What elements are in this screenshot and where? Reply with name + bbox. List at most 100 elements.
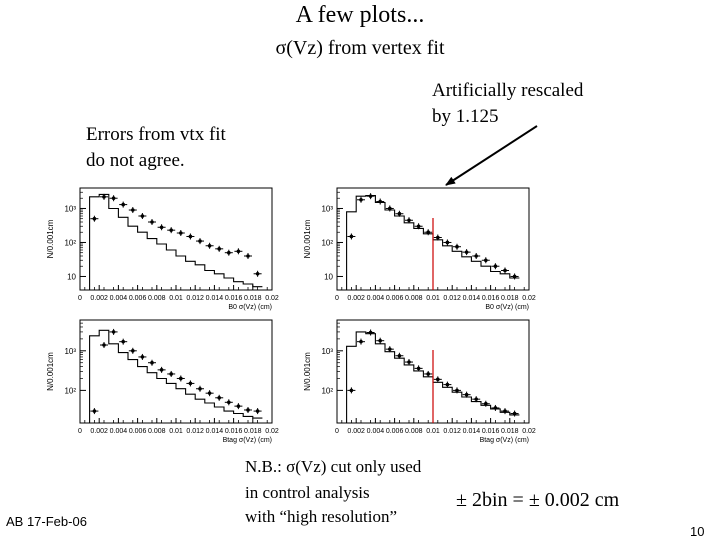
data-point [227,250,231,255]
data-point [503,409,507,413]
data-point [474,397,479,401]
data-point [150,220,154,224]
x-tick-label: 0.018 [501,295,519,302]
data-point [464,250,469,254]
y-tick-label: 10² [64,386,76,395]
data-point [169,228,173,232]
nb-line-1: N.B.: σ(Vz) cut only used [245,457,422,476]
x-tick-label: 0.01 [169,428,183,435]
y-tick-label: 10³ [321,347,333,356]
data-point [121,202,125,207]
data-point [102,343,106,347]
note-left-line-1: Errors from vtx fit [86,124,226,145]
data-point [121,339,125,344]
data-point [217,247,221,251]
data-point [92,216,97,221]
data-point [436,235,440,240]
data-point [131,208,135,212]
data-point [445,240,450,245]
x-tick-label: 0.004 [110,428,128,435]
y-axis-label: N/0.001cm [46,352,55,391]
y-tick-label: 10² [321,238,333,247]
x-tick-label: 0.004 [367,428,385,435]
x-tick-label: 0.016 [225,295,243,302]
data-point [474,254,479,258]
data-point [388,347,392,351]
data-point [92,409,97,413]
nb-block: in control analysis with “high resolutio… [245,481,397,529]
x-tick-label: 0.02 [522,295,536,302]
histogram-line [89,329,263,423]
note-errors-disagree: Errors from vtx fit do not agree. [86,122,226,174]
x-tick-label: 0.01 [426,295,440,302]
data-point [179,231,183,235]
x-tick-label: 0.004 [367,295,385,302]
x-tick-label: 0.012 [186,428,204,435]
data-point [102,195,106,199]
note-rescaled: Artificially rescaled by 1.125 [432,78,583,130]
x-tick-label: 0.008 [148,428,166,435]
data-point [397,353,402,358]
data-point [368,194,373,198]
data-point [436,377,440,382]
y-tick-label: 10² [321,386,333,395]
data-point [368,330,373,335]
data-point [407,218,411,223]
plot-bottom-right: 0 0.002 0.004 0.006 0.008 0.01 0.012 0.014 0.016… [303,319,536,444]
x-tick-label: 0.014 [206,428,224,435]
x-tick-label: 0.002 [347,428,365,435]
data-point [416,366,421,371]
data-point [150,360,154,365]
note-right-line-1: Artificially rescaled [432,80,584,101]
data-point [246,408,250,412]
data-point [493,406,498,410]
data-point [111,330,116,334]
data-point [359,339,363,344]
y-axis-label: N/0.001cm [46,219,55,258]
x-tick-label: 0.004 [110,295,128,302]
slide-subtitle: σ(Vz) from vertex fit [275,37,445,59]
x-tick-label: 0.014 [463,428,481,435]
x-tick-label: 0.006 [386,295,404,302]
x-tick-label: 0.002 [90,295,108,302]
plot-bottom-left: 0 0.002 0.004 0.006 0.008 0.01 0.012 0.014 0.016… [46,319,279,444]
x-tick-label: 0.008 [405,295,423,302]
data-point [397,211,402,216]
data-point [236,249,241,254]
x-tick-label: 0 [78,428,82,435]
data-point [455,244,459,249]
x-tick-label: 0.012 [443,428,461,435]
y-axis-label: N/0.001cm [303,352,312,391]
x-tick-label: 0.018 [501,428,519,435]
y-tick-label: 10³ [64,347,76,356]
data-point [255,271,260,276]
data-point [236,404,241,408]
x-tick-label: 0.006 [129,428,147,435]
y-tick-label: 10 [324,272,333,281]
data-point [407,360,411,364]
data-point [484,258,488,263]
x-tick-label: 0 [335,428,339,435]
bin-formula: ± 2bin = ± 0.002 cm [456,489,620,511]
data-point [255,409,260,413]
y-tick-label: 10³ [64,204,76,213]
data-point [349,388,354,393]
x-axis-label: B0 σ(Vz) (cm) [228,304,272,311]
histogram-line [89,193,263,290]
data-point [188,381,193,386]
data-point [246,254,250,258]
x-tick-label: 0.002 [90,428,108,435]
data-point [111,196,116,201]
data-point [140,214,145,218]
x-tick-label: 0.016 [482,295,500,302]
data-point [445,382,450,387]
x-tick-label: 0.02 [265,428,279,435]
y-axis-label: N/0.001cm [303,219,312,258]
y-tick-label: 10 [67,272,76,281]
x-axis-label: Btag σ(Vz) (cm) [223,437,272,444]
data-point [416,224,421,229]
data-point [169,372,173,376]
footer-author-date: AB 17-Feb-06 [6,514,87,529]
